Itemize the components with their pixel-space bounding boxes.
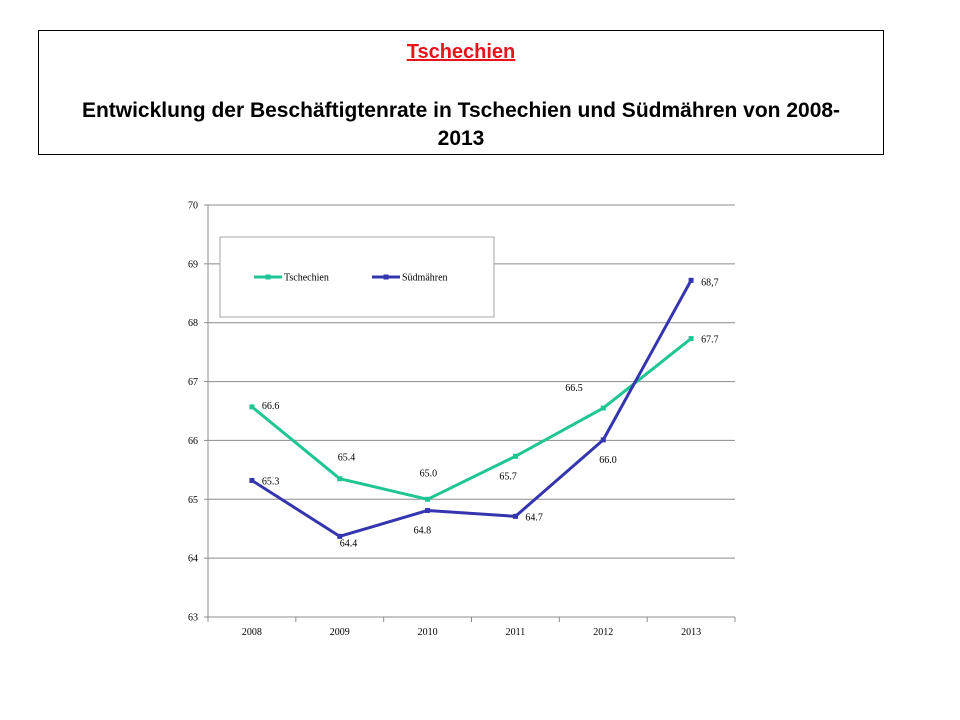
data-point [600, 405, 606, 411]
legend: Tschechien Südmähren [219, 236, 495, 318]
data-label: 64.8 [414, 525, 432, 536]
data-label: 66.5 [565, 383, 583, 394]
y-tick-label: 68 [188, 318, 198, 329]
data-labels: 66.6 65.4 65.0 65.7 66.5 67.7 65.3 64.4 64.8 64.7… [262, 277, 719, 549]
x-tick-label: 2008 [242, 627, 262, 638]
y-tick-label: 63 [188, 613, 198, 624]
data-point [249, 404, 255, 410]
axes: 63 64 65 66 67 68 69 70 2008 2009 2010 2011 2012 2013 [188, 201, 736, 638]
data-point [688, 277, 694, 283]
data-point [337, 533, 343, 539]
y-tick-label: 65 [188, 495, 198, 506]
data-point [337, 476, 343, 482]
y-tick-label: 64 [188, 554, 198, 565]
data-label: 66.0 [599, 455, 617, 466]
x-tick-label: 2012 [593, 627, 613, 638]
y-tick-label: 67 [188, 377, 198, 388]
data-point [425, 496, 431, 502]
data-label: 68,7 [701, 277, 719, 288]
data-point [512, 453, 518, 459]
data-label: 67.7 [701, 335, 719, 346]
legend-marker [383, 274, 389, 280]
series-line-tschechien [250, 337, 693, 501]
data-label: 65.3 [262, 476, 280, 487]
country-heading: Tschechien [406, 41, 516, 63]
x-tick-label: 2013 [681, 627, 701, 638]
data-label: 64.4 [340, 538, 358, 549]
data-point [249, 477, 255, 483]
data-point [688, 336, 694, 342]
legend-label: Südmähren [402, 273, 448, 284]
data-label: 64.7 [525, 512, 543, 523]
data-label: 66.6 [262, 401, 280, 412]
title-box: Tschechien Entwicklung der Beschäftigten… [38, 30, 884, 155]
y-tick-label: 69 [188, 259, 198, 270]
series-line-südmähren [251, 279, 693, 538]
legend-label: Tschechien [284, 273, 329, 284]
data-label: 65.4 [338, 453, 356, 464]
x-tick-label: 2010 [418, 627, 438, 638]
series-lines [249, 277, 694, 539]
data-point [600, 437, 606, 443]
x-tick-label: 2009 [330, 627, 350, 638]
x-tick-label: 2011 [506, 627, 526, 638]
data-point [512, 513, 518, 519]
legend-marker [265, 274, 271, 280]
y-tick-label: 70 [188, 201, 198, 212]
y-tick-label: 66 [188, 436, 198, 447]
chart-title: Entwicklung der Beschäftigtenrate in Tsc… [81, 99, 841, 150]
data-point [425, 507, 431, 513]
data-label: 65.0 [420, 468, 438, 479]
data-label: 65.7 [499, 471, 516, 482]
